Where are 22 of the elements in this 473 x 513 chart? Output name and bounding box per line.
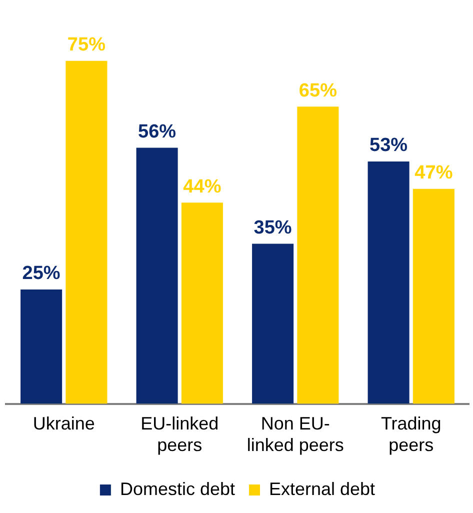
bar bbox=[20, 289, 62, 404]
bar bbox=[297, 106, 339, 404]
bar bbox=[252, 244, 294, 404]
bar bbox=[66, 60, 108, 404]
bar bbox=[136, 148, 178, 404]
x-tick-label: Trading peers bbox=[380, 414, 442, 456]
x-tick-label: Non EU-linked peers bbox=[246, 414, 344, 456]
legend-label: External debt bbox=[268, 478, 376, 499]
bar bbox=[412, 188, 454, 404]
x-tick-label: EU-linked peers bbox=[140, 414, 219, 456]
data-label: 75% bbox=[67, 34, 106, 56]
data-label: 35% bbox=[254, 217, 292, 238]
data-label: 47% bbox=[414, 162, 453, 184]
data-label: 25% bbox=[22, 263, 60, 284]
data-label: 53% bbox=[370, 135, 408, 156]
x-tick-label: Ukraine bbox=[32, 414, 95, 434]
legend-label: Domestic debt bbox=[120, 478, 236, 499]
data-label: 56% bbox=[138, 121, 176, 142]
data-label: 65% bbox=[298, 80, 338, 102]
bar bbox=[181, 202, 223, 404]
bar bbox=[368, 161, 410, 404]
data-label: 44% bbox=[183, 176, 222, 198]
